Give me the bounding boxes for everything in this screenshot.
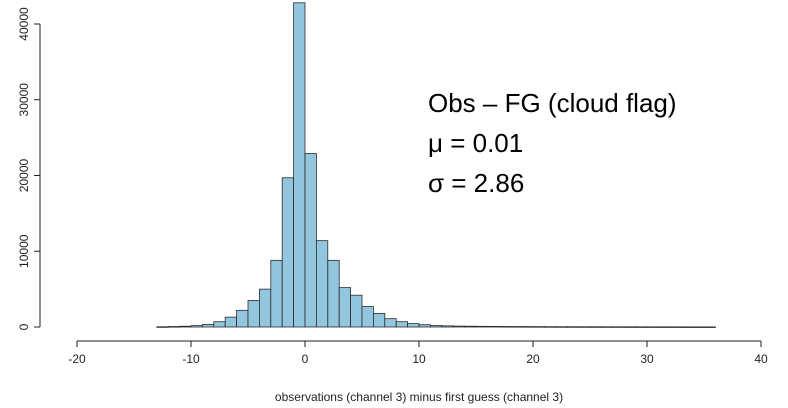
- histogram-bar: [338, 287, 352, 328]
- histogram-bar: [509, 326, 523, 328]
- histogram-bar: [498, 326, 511, 328]
- histogram-bar: [589, 326, 602, 328]
- histogram-bar: [612, 326, 625, 328]
- y-tick-label: 20000: [17, 158, 31, 192]
- histogram-bar: [521, 326, 534, 328]
- x-axis: -20 -10 0 10 20 30 40: [68, 340, 768, 366]
- histogram-bar: [327, 259, 340, 328]
- histogram-bar: [566, 326, 580, 328]
- histogram-bar: [179, 325, 192, 328]
- histogram-bar: [384, 318, 397, 328]
- y-axis: 0 10000 20000 30000 40000: [17, 7, 41, 330]
- y-tick-label: 40000: [17, 7, 31, 41]
- histogram-bar: [395, 321, 409, 328]
- x-tick-label: 30: [640, 352, 654, 366]
- histogram-bar: [429, 325, 443, 328]
- histogram-bar: [407, 323, 420, 328]
- histogram-bar: [213, 321, 226, 328]
- histogram-bar: [452, 325, 466, 328]
- histogram-bar: [190, 325, 203, 328]
- histogram-bar: [315, 240, 329, 328]
- histogram-bar: [304, 153, 317, 328]
- histogram-bar: [372, 312, 386, 328]
- histogram-bar: [167, 326, 180, 328]
- histogram-bar: [236, 309, 249, 328]
- histogram-bar: [669, 326, 682, 328]
- histogram-bar: [646, 326, 659, 328]
- histogram-bar: [555, 326, 568, 328]
- annotation-sd: σ = 2.86: [428, 168, 524, 198]
- histogram-bar: [544, 326, 557, 328]
- histogram-bar: [475, 325, 488, 328]
- histogram-bar: [464, 325, 477, 328]
- histogram-bar: [270, 259, 283, 328]
- x-tick-label: 0: [302, 352, 309, 366]
- histogram-bar: [258, 288, 272, 328]
- histogram-bar: [692, 326, 705, 328]
- histogram-bar: [635, 326, 648, 328]
- histogram-bar: [418, 324, 431, 328]
- y-tick-label: 0: [17, 323, 31, 330]
- histogram-bar: [350, 294, 363, 328]
- annotation-mean: μ = 0.01: [428, 128, 523, 158]
- histogram-bar: [486, 325, 500, 328]
- histogram-bar: [281, 177, 295, 328]
- x-tick-label: 20: [526, 352, 540, 366]
- annotation-title: Obs – FG (cloud flag): [428, 88, 677, 118]
- histogram-bar: [224, 316, 237, 328]
- histogram-bar: [601, 326, 614, 328]
- x-axis-title: observations (channel 3) minus first gue…: [275, 390, 563, 404]
- histogram-bar: [361, 306, 374, 328]
- histogram-bar: [578, 326, 591, 328]
- histogram-bar: [658, 326, 671, 328]
- histogram-bars: [156, 2, 716, 328]
- histogram-bar: [156, 326, 169, 328]
- histogram-bar: [623, 326, 637, 328]
- x-tick-label: 10: [412, 352, 426, 366]
- x-tick-label: -10: [182, 352, 200, 366]
- histogram-bar: [293, 2, 306, 328]
- x-tick-label: 40: [754, 352, 768, 366]
- histogram-bar: [680, 326, 694, 328]
- y-tick-label: 10000: [17, 234, 31, 268]
- histogram-bar: [441, 325, 454, 328]
- y-tick-label: 30000: [17, 83, 31, 117]
- histogram-bar: [247, 300, 260, 328]
- histogram-bar: [532, 326, 545, 328]
- x-tick-label: -20: [68, 352, 86, 366]
- histogram-bar: [703, 326, 716, 328]
- histogram-bar: [201, 323, 215, 328]
